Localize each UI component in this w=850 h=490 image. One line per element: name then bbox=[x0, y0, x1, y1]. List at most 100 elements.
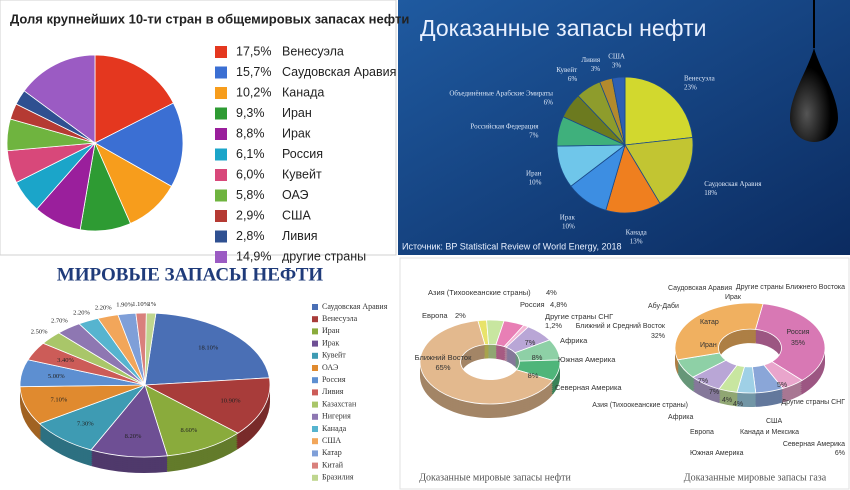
slice-label: Россия bbox=[787, 329, 810, 336]
chart-title: МИРОВЫЕ ЗАПАСЫ НЕФТИ bbox=[57, 264, 324, 285]
legend-label: Иран bbox=[322, 326, 340, 335]
legend-swatch bbox=[312, 377, 318, 384]
slice-label: Кувейт bbox=[556, 66, 577, 74]
legend-swatch bbox=[215, 107, 227, 120]
legend-swatch bbox=[215, 128, 227, 140]
legend-label: США bbox=[322, 436, 341, 445]
value-label: 6% bbox=[544, 98, 554, 106]
value-label: 6% bbox=[835, 450, 845, 457]
slice bbox=[605, 144, 661, 214]
oil-drop bbox=[790, 48, 838, 142]
legend-label: Саудовская Аравия bbox=[322, 302, 388, 311]
value-label: 3.40% bbox=[57, 357, 74, 364]
slice bbox=[611, 76, 626, 146]
chart-title: Доказанные мировые запасы газа bbox=[684, 472, 827, 483]
slice-label: Европа bbox=[690, 429, 714, 436]
legend-value: 15,7% bbox=[236, 65, 271, 79]
legend-value: 9,3% bbox=[236, 106, 265, 120]
value-label: 35% bbox=[791, 340, 805, 347]
slice-label: Азия (Тихоокеанские страны) bbox=[428, 288, 531, 297]
annotation: Иран bbox=[700, 342, 717, 349]
legend-label: ОАЭ bbox=[282, 188, 309, 202]
value-label: 4,8% bbox=[550, 300, 567, 309]
value-label: 5.00% bbox=[48, 373, 65, 380]
legend-swatch bbox=[312, 389, 318, 396]
source-note: Источник: BP Statistical Review of World… bbox=[402, 241, 622, 251]
value-label: 13% bbox=[630, 237, 643, 245]
legend-value: 2,9% bbox=[236, 208, 265, 222]
value-label: 18.10% bbox=[198, 345, 219, 352]
value-label: 10.90% bbox=[221, 398, 242, 405]
legend-swatch bbox=[312, 413, 318, 420]
legend-label: Саудовская Аравия bbox=[282, 65, 396, 79]
value-label: 1.10% bbox=[132, 301, 149, 308]
slice bbox=[144, 312, 157, 386]
slice-label: Африка bbox=[560, 336, 588, 345]
legend-label: Венесуэла bbox=[282, 44, 344, 58]
value-label: 3% bbox=[591, 65, 601, 73]
slice bbox=[23, 54, 96, 144]
slice-label: Ближний и Средний Восток bbox=[576, 322, 666, 330]
slice-label: Южная Америка bbox=[690, 450, 744, 457]
legend-swatch bbox=[312, 365, 318, 371]
legend-value: 5,8% bbox=[236, 188, 265, 202]
slice-label: Канада bbox=[626, 228, 648, 236]
legend-label: Китай bbox=[322, 460, 344, 469]
legend-label: Россия bbox=[322, 375, 346, 384]
legend-label: Кувейт bbox=[282, 167, 322, 181]
slice-label: Ливия bbox=[581, 56, 601, 64]
chart-title: Доля крупнейших 10-ти стран в общемировы… bbox=[10, 11, 409, 26]
legend-label: Бразилия bbox=[322, 473, 354, 482]
legend-value: 6,0% bbox=[236, 167, 265, 181]
value-label: 18% bbox=[704, 189, 717, 197]
slice bbox=[94, 102, 184, 187]
value-label: 1,2% bbox=[545, 321, 562, 330]
slice-label: Россия bbox=[520, 300, 545, 309]
annotation: Канада и Мексика bbox=[740, 429, 799, 436]
value-label: 2.20% bbox=[95, 305, 112, 312]
legend-label: Кувейт bbox=[322, 351, 346, 360]
value-label: 10% bbox=[529, 179, 542, 187]
legend-swatch bbox=[312, 426, 318, 432]
slice-label: Объединённые Арабские Эмираты bbox=[449, 89, 553, 97]
legend-value: 14,9% bbox=[236, 249, 271, 263]
legend-label: Венесуэла bbox=[322, 314, 358, 323]
slice bbox=[624, 76, 694, 146]
slice bbox=[144, 384, 239, 457]
slice-label: Африка bbox=[668, 414, 694, 421]
chart-title: Доказанные мировые запасы нефти bbox=[419, 472, 571, 483]
slice bbox=[674, 302, 764, 361]
legend-swatch bbox=[312, 328, 318, 335]
value-label: 32% bbox=[651, 333, 665, 340]
legend-label: другие страны bbox=[282, 249, 366, 263]
slice-label: Венесуэла bbox=[684, 75, 716, 83]
value-label: 1% bbox=[148, 301, 157, 308]
value-label: 2.70% bbox=[51, 318, 68, 325]
legend-value: 17,5% bbox=[236, 44, 271, 58]
slice bbox=[90, 384, 168, 458]
legend-swatch bbox=[215, 210, 227, 222]
legend-swatch bbox=[312, 304, 318, 310]
legend-label: Ирак bbox=[322, 338, 339, 347]
legend-swatch bbox=[312, 340, 318, 347]
slice-label: Ближний Восток bbox=[415, 353, 472, 362]
legend-label: Катар bbox=[322, 448, 342, 457]
annotation: США bbox=[766, 418, 782, 425]
annotation: Катар bbox=[700, 319, 719, 326]
value-label: 8% bbox=[532, 353, 543, 362]
legend-label: Ирак bbox=[282, 126, 311, 140]
slice bbox=[624, 137, 694, 204]
slice bbox=[144, 312, 270, 386]
value-label: 8.60% bbox=[180, 427, 197, 434]
annotation: Другие страны Ближнего Востока bbox=[736, 284, 845, 291]
value-label: 10% bbox=[562, 222, 575, 230]
legend-swatch bbox=[215, 87, 227, 99]
legend-swatch bbox=[215, 251, 227, 263]
legend-swatch bbox=[215, 46, 227, 58]
legend-swatch bbox=[312, 474, 318, 481]
value-label: 1.90% bbox=[116, 302, 133, 309]
slice-label: Саудовская Аравия bbox=[704, 180, 762, 188]
value-label: 7% bbox=[709, 389, 719, 396]
slice bbox=[143, 377, 271, 434]
legend-label: Нигерия bbox=[322, 412, 351, 421]
